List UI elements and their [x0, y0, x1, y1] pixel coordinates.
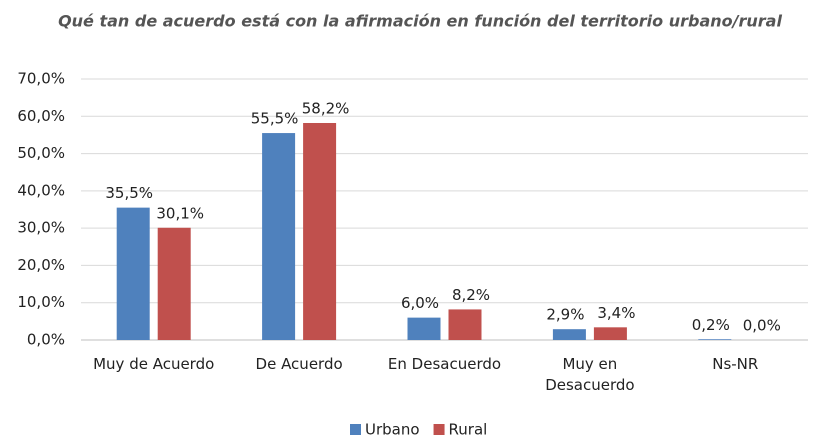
data-label: 30,1%: [156, 204, 204, 222]
chart-title: Qué tan de acuerdo está con la afirmació…: [58, 12, 782, 31]
y-tick-label: 60,0%: [17, 107, 65, 125]
y-tick-label: 40,0%: [17, 181, 65, 199]
data-label: 6,0%: [401, 294, 439, 312]
data-label: 55,5%: [251, 110, 299, 128]
x-tick-label: En Desacuerdo: [387, 355, 502, 373]
legend-swatch: [350, 424, 361, 435]
bar: [698, 339, 732, 340]
y-tick-label: 30,0%: [17, 219, 65, 237]
data-label: 3,4%: [597, 304, 635, 322]
x-tick-label: Muy de Acuerdo: [93, 355, 215, 373]
y-tick-label: 70,0%: [17, 70, 65, 88]
x-tick-label: Muy en Desacuerdo: [545, 355, 635, 394]
y-tick-label: 50,0%: [17, 144, 65, 162]
legend-swatch: [433, 424, 445, 435]
bar: [593, 327, 627, 340]
bar: [157, 227, 191, 340]
bar: [552, 329, 586, 340]
data-label: 0,2%: [692, 316, 730, 334]
bar: [448, 309, 482, 340]
x-tick-label: De Acuerdo: [255, 355, 343, 373]
data-label: 0,0%: [743, 317, 781, 335]
data-label: 8,2%: [452, 286, 490, 304]
bar: [116, 207, 150, 340]
data-label: 58,2%: [302, 99, 350, 117]
data-label: 35,5%: [105, 184, 153, 202]
legend-label: Urbano: [365, 421, 420, 439]
y-tick-label: 20,0%: [17, 256, 65, 274]
bar: [262, 133, 296, 340]
x-tick-label: Ns-NR: [712, 355, 759, 373]
legend-label: Rural: [449, 421, 488, 439]
bar: [407, 317, 441, 340]
y-tick-label: 10,0%: [17, 293, 65, 311]
y-tick-label: 0,0%: [27, 331, 65, 349]
bar: [303, 122, 337, 340]
data-label: 2,9%: [546, 306, 584, 324]
